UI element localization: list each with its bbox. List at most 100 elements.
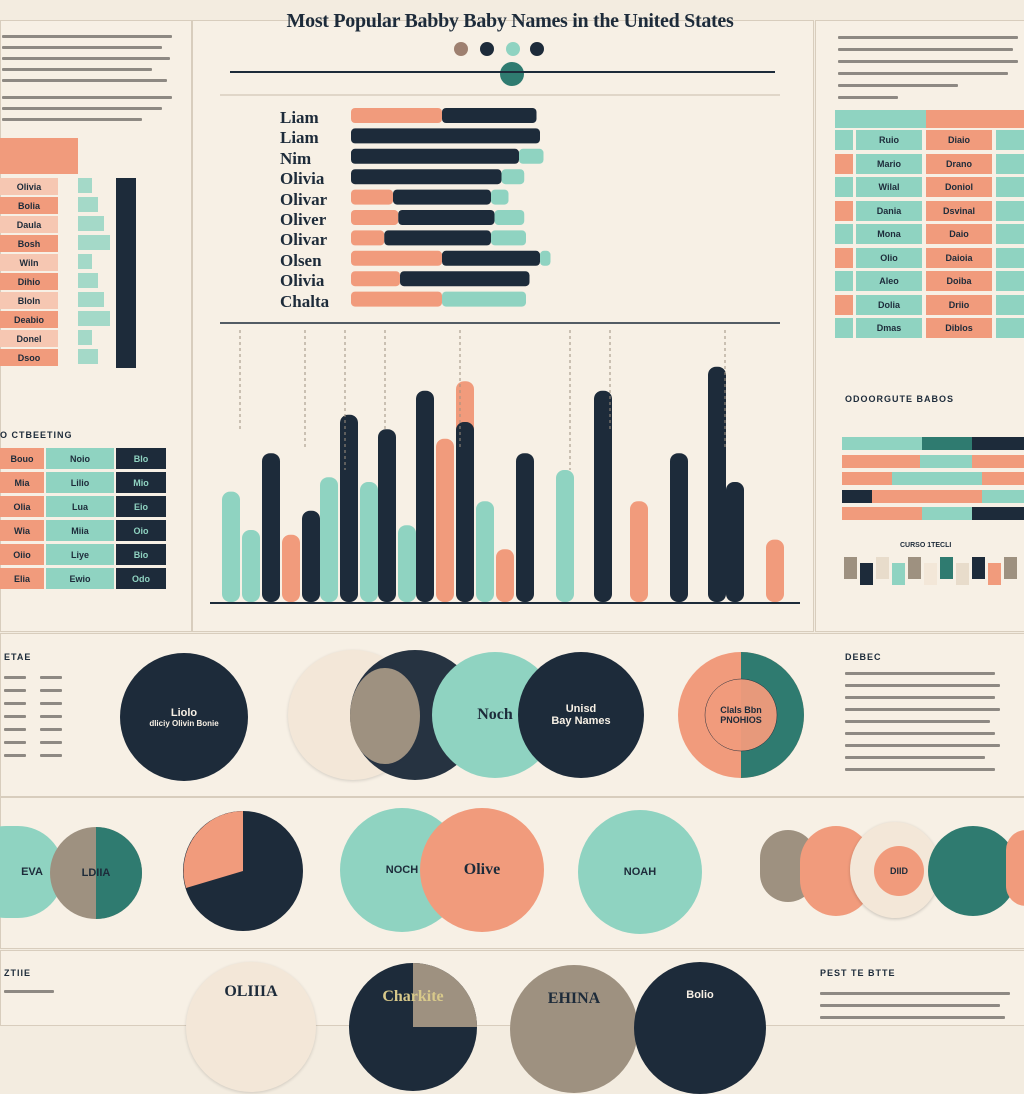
right-table-swatch [835, 294, 853, 315]
dot-navy-1 [480, 42, 494, 56]
hbar-1-seg-1 [351, 128, 540, 144]
left-table-bar [78, 197, 98, 212]
stack-segment [872, 489, 982, 503]
name-label: Nim [280, 148, 312, 168]
stack-segment [972, 507, 1024, 520]
mid-table-cell: Ewio [46, 568, 114, 589]
mid-left-heading: ETAE [4, 652, 32, 662]
right-table-tail [996, 177, 1024, 197]
name-label: Olsen [280, 250, 322, 270]
vbar-navy-4 [416, 390, 434, 602]
swatch [908, 557, 921, 579]
mid-table-cell: Lilio [46, 472, 114, 493]
vbar-navy-7 [594, 390, 612, 602]
left-table-bar [78, 311, 110, 326]
circle-oliiia: OLIIIA [186, 962, 316, 1092]
circle-liolo: Liolo dliciy Olivin Bonie [120, 653, 248, 781]
vbar-navy-3 [378, 429, 396, 602]
right-bottom-line-1 [820, 992, 1010, 995]
swatch [956, 563, 969, 585]
left-table-bar [78, 216, 104, 231]
right-bottom-heading: PEST TE BTTE [820, 968, 896, 978]
right-table-swatch [835, 200, 853, 221]
swatch [844, 557, 857, 579]
circle-teal-right [928, 826, 1018, 916]
mid-table-cell: Elia [0, 568, 44, 589]
hbar-6-seg-1 [384, 230, 491, 246]
swatch [924, 563, 937, 585]
right-table-cell: Dsvinal [926, 200, 992, 221]
hbar-9-seg-0 [351, 291, 442, 307]
circle-bolio-title: Bolio [686, 989, 714, 1001]
vbar-mint-2 [320, 477, 338, 602]
vbar-navy-0 [262, 453, 280, 602]
right-table-swatch [835, 153, 853, 174]
left-table-bar [78, 235, 110, 250]
mid-left-list-line [4, 741, 26, 744]
stack-segment [842, 472, 892, 485]
circle-diid-title: DIID [890, 866, 908, 876]
stack-segment [842, 489, 872, 503]
hbar-0-seg-0 [351, 108, 442, 123]
right-table-cell: Mona [856, 224, 922, 244]
circle-liolo-sub: dliciy Olivin Bonie [149, 718, 219, 728]
circle-bolio: Bolio [634, 962, 766, 1094]
hbar-5-seg-2 [494, 210, 525, 225]
right-mid-heading: DEBEC [845, 652, 882, 662]
vbar-mint-6 [556, 470, 574, 602]
circle-diid: DIID [874, 846, 924, 896]
swatch [876, 557, 889, 579]
vbar-navy-1 [302, 510, 320, 602]
left-table-bar [78, 349, 98, 364]
left-table-header [0, 138, 78, 174]
right-table-tail [996, 271, 1024, 291]
right-table-cell: Wilal [856, 177, 922, 197]
hbar-8-seg-1 [400, 271, 530, 287]
mid-table-cell: Noio [46, 448, 114, 469]
hbar-6-seg-0 [351, 230, 385, 246]
mid-left-list-line [40, 702, 62, 705]
stack-segment [972, 437, 1024, 450]
circle-ldiia-title: LDIIA [81, 867, 111, 879]
mid-table-cell: Mia [0, 472, 44, 493]
circle-liolo-title: Liolo [170, 706, 198, 719]
circle-charkite-title: Charkite [382, 988, 444, 1005]
vbar-mint-5 [476, 501, 494, 602]
right-table-cell: Ruio [856, 130, 922, 150]
vbar-salmon-5 [766, 539, 784, 602]
hbar-7-seg-1 [442, 250, 540, 266]
circle-ldiia-split [50, 827, 142, 919]
right-table-cell: Dolia [856, 294, 922, 315]
left-table-cell: Bloln [0, 292, 58, 309]
stack-segment [892, 472, 942, 485]
left-table-bar [78, 254, 92, 269]
circle-unisd-sub: Bay Names [551, 715, 611, 727]
circle-salmon-edge [1006, 830, 1024, 906]
right-section-sub: CURSO 1TECLI [900, 542, 952, 549]
mid-left-list-line [40, 676, 62, 679]
dot-teal-large [500, 62, 524, 86]
stack-segment [922, 507, 972, 520]
hbar-4-seg-0 [351, 189, 393, 205]
circle-venn-overlap [350, 668, 420, 764]
hbar-2-seg-2 [519, 148, 544, 164]
mid-left-list-line [40, 689, 62, 692]
right-table-swatch [835, 130, 853, 150]
vbar-salmon-1 [436, 438, 454, 602]
right-table-tail [996, 130, 1024, 150]
mid-left-list-line [4, 689, 26, 692]
hbar-3-seg-1 [351, 169, 502, 185]
mid-left-list-line [40, 741, 62, 744]
right-section-heading: ODOORGUTE BABOS [845, 394, 955, 404]
vbar-mint-3 [360, 482, 378, 602]
dot-taupe [454, 42, 468, 56]
circle-ehina-title: EHINA [547, 990, 601, 1007]
name-label: Olivar [280, 230, 328, 250]
right-table-header-accent [926, 110, 1024, 128]
left-table-cell: Dihio [0, 273, 58, 290]
vbar-navy-2 [340, 414, 358, 602]
right-table-swatch [835, 271, 853, 291]
right-table-cell: Aleo [856, 271, 922, 291]
left-table-cell: Bosh [0, 235, 58, 252]
mid-left-list-line [4, 702, 26, 705]
